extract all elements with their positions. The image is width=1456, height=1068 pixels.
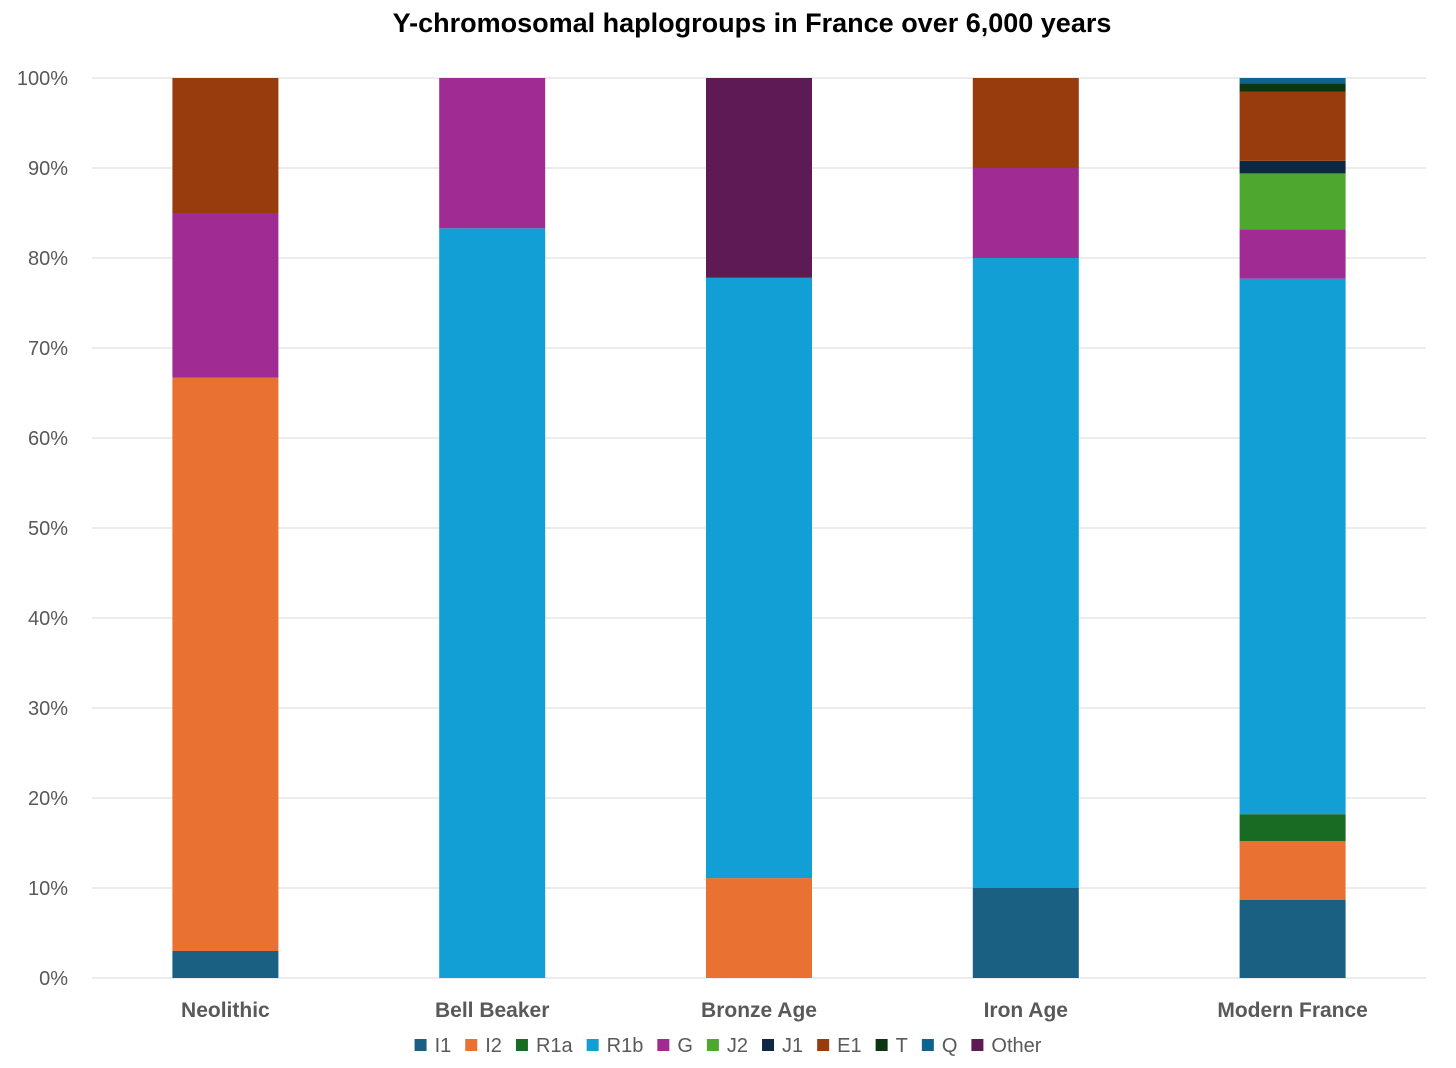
legend-swatch: [414, 1039, 427, 1051]
bar-segment-r1b: [1239, 278, 1346, 815]
legend-label: R1b: [607, 1035, 644, 1057]
y-tick-label: 80%: [28, 248, 68, 270]
bar-segment-r1a: [1239, 814, 1346, 842]
legend-swatch: [586, 1039, 599, 1051]
y-tick-label: 90%: [28, 158, 68, 180]
y-tick-label: 30%: [28, 698, 68, 720]
x-tick-label: Modern France: [1217, 999, 1368, 1022]
legend-label: I1: [435, 1035, 452, 1057]
y-axis-ticks: 0% 10% 20% 30% 40% 50% 60% 70% 80% 90% 100%: [17, 68, 68, 990]
legend-swatch: [921, 1039, 934, 1051]
bar-segment-g: [172, 213, 279, 378]
y-tick-label: 60%: [28, 428, 68, 450]
legend-label: I2: [485, 1035, 502, 1057]
bars: [172, 78, 1346, 979]
bar-segment-r1b: [439, 228, 546, 979]
bar-segment-j2: [1239, 173, 1346, 230]
legend-item: I1: [414, 1035, 452, 1057]
legend-swatch: [971, 1039, 984, 1051]
bar-segment-g: [972, 168, 1079, 258]
legend-label: J2: [727, 1035, 748, 1057]
legend-item: E1: [817, 1035, 862, 1057]
legend-swatch: [515, 1039, 528, 1051]
x-tick-label: Bronze Age: [701, 999, 817, 1022]
bar-segment-i1: [972, 888, 1079, 978]
legend-item: I2: [465, 1035, 502, 1057]
legend-label: T: [896, 1035, 908, 1057]
bar-segment-g: [439, 78, 546, 229]
legend-swatch: [706, 1039, 719, 1051]
bar-segment-r1b: [706, 277, 812, 879]
legend-item: J2: [706, 1035, 748, 1057]
legend-item: G: [657, 1035, 693, 1057]
y-tick-label: 10%: [28, 878, 68, 900]
legend-label: Q: [942, 1035, 958, 1057]
legend-swatch: [465, 1039, 478, 1051]
legend-label: Other: [991, 1035, 1041, 1057]
legend-swatch: [875, 1039, 888, 1051]
legend-label: J1: [782, 1035, 803, 1057]
legend-label: R1a: [536, 1035, 574, 1057]
legend-item: T: [875, 1035, 908, 1057]
legend-item: J1: [762, 1035, 803, 1057]
bar-segment-other: [706, 78, 812, 278]
bar-segment-g: [1239, 229, 1346, 279]
x-tick-label: Bell Beaker: [435, 999, 549, 1022]
chart-title: Y-chromosomal haplogroups in France over…: [393, 8, 1112, 38]
legend-swatch: [657, 1039, 670, 1051]
bar-segment-i2: [172, 377, 279, 951]
y-tick-label: 20%: [28, 788, 68, 810]
bar-segment-e1: [972, 78, 1079, 168]
bar-segment-q: [1239, 78, 1346, 84]
bar-segment-i2: [1239, 841, 1346, 900]
y-tick-label: 100%: [17, 68, 68, 90]
bar-segment-i1: [1239, 899, 1346, 978]
x-tick-label: Neolithic: [181, 999, 270, 1022]
y-tick-label: 40%: [28, 608, 68, 630]
x-axis-ticks: Neolithic Bell Beaker Bronze Age Iron Age Mo…: [181, 999, 1368, 1022]
legend-item: Other: [971, 1035, 1042, 1057]
legend-swatch: [762, 1039, 775, 1051]
bar-segment-i2: [706, 878, 812, 978]
y-tick-label: 0%: [39, 968, 68, 990]
y-tick-label: 50%: [28, 518, 68, 540]
legend-swatch: [817, 1039, 830, 1051]
legend-label: G: [677, 1035, 693, 1057]
legend-item: R1a: [515, 1035, 574, 1057]
bar-segment-r1b: [972, 258, 1079, 888]
legend: I1 I2 R1a R1b G J2 J1 E1 T Q Other: [414, 1035, 1042, 1057]
bar-segment-t: [1239, 83, 1346, 92]
bar-segment-j1: [1239, 160, 1346, 174]
bar-segment-e1: [1239, 91, 1346, 161]
y-tick-label: 70%: [28, 338, 68, 360]
bar-segment-e1: [172, 78, 279, 213]
legend-label: E1: [837, 1035, 861, 1057]
bar-segment-i1: [172, 951, 279, 978]
x-tick-label: Iron Age: [984, 999, 1068, 1022]
legend-item: R1b: [586, 1035, 644, 1057]
legend-item: Q: [921, 1035, 958, 1057]
